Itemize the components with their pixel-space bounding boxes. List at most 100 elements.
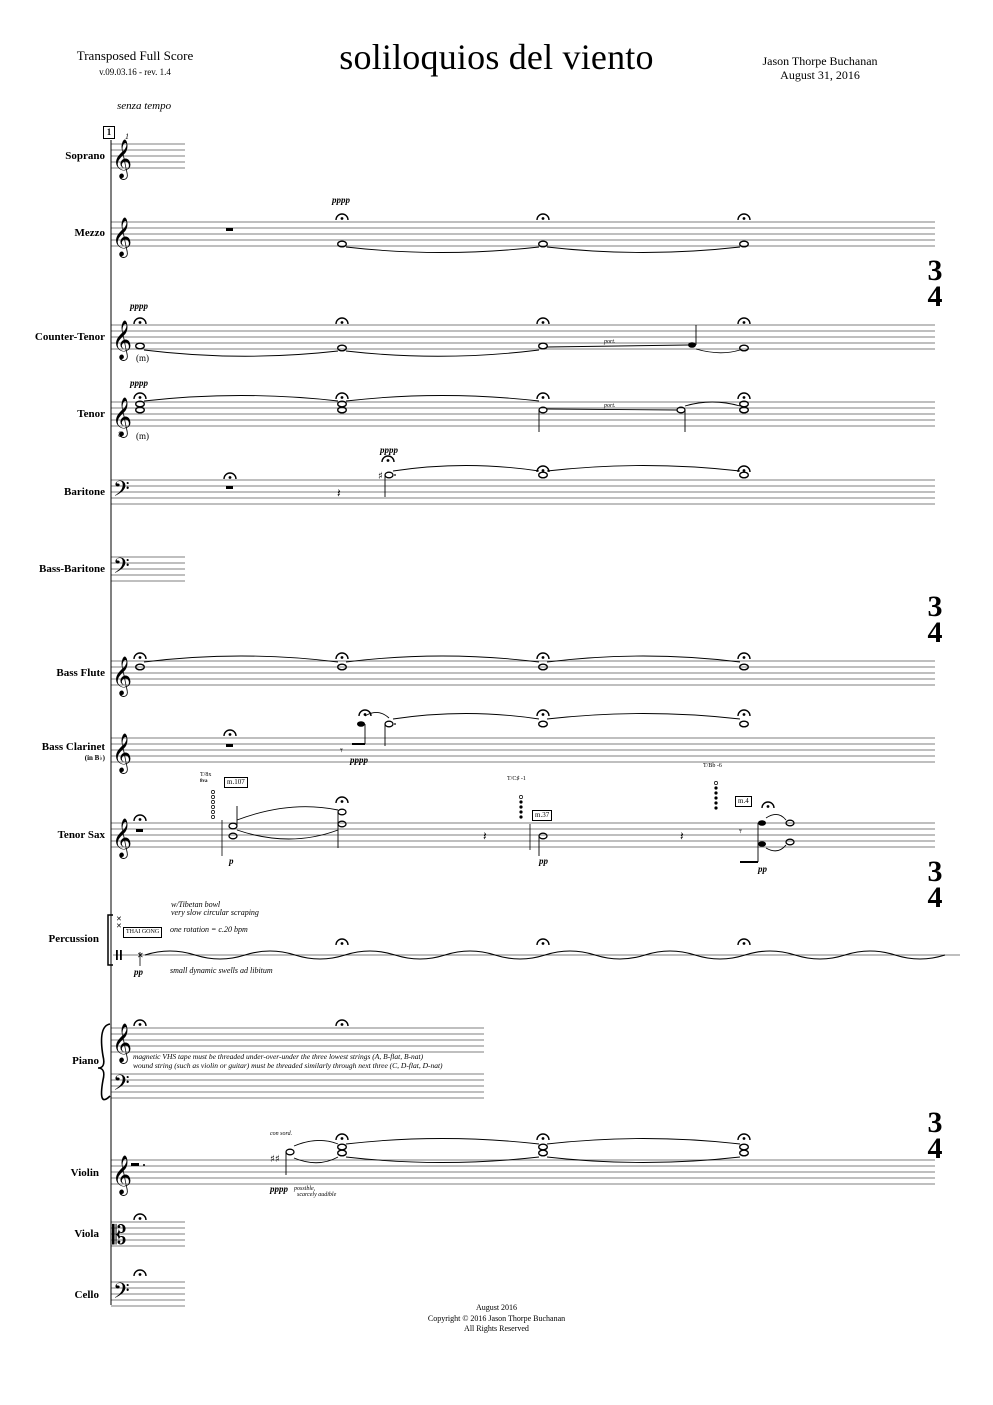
piano-instruction: wound string (such as violin or guitar) … [133, 1061, 443, 1070]
violin-dynamic-text: scarcely audible [297, 1192, 337, 1198]
bass-clef-icon [113, 554, 130, 584]
header-right: Jason Thorpe Buchanan August 31, 2016 [740, 54, 900, 82]
rehearsal-mark: 1 [103, 126, 115, 139]
fermata-icon [737, 213, 751, 221]
staff-mezzo [111, 213, 935, 258]
svg-text:𝄽: 𝄽 [483, 829, 487, 843]
violin-dynamic-text: possible, [294, 1186, 316, 1192]
dynamic-sax: pp [758, 864, 767, 874]
perc-instruction: small dynamic swells ad libitum [170, 966, 273, 975]
instrument-tenor: Tenor [77, 408, 105, 420]
staff-bass-baritone [111, 554, 185, 584]
sax-fingering: T/C♯ -1 [507, 776, 526, 782]
portamento-label: port. [604, 339, 616, 345]
instrument-counter-tenor: Counter-Tenor [34, 331, 105, 343]
version-label: v.09.03.16 - rev. 1.4 [99, 67, 171, 77]
dynamic-tenor: pppp [130, 378, 148, 388]
dynamic-sax: p [229, 856, 234, 866]
svg-text:♯♯: ♯♯ [270, 1154, 280, 1165]
dynamic-counter-tenor: pppp [130, 301, 148, 311]
instrument-bass-baritone: Bass-Baritone [39, 563, 105, 575]
staff-soprano [111, 139, 185, 180]
treble-clef-icon [112, 320, 133, 361]
portamento-label: port. [604, 403, 616, 409]
instrument-soprano: Soprano [65, 150, 105, 162]
soprano-number: 1 [125, 132, 129, 141]
treble-clef-icon [112, 818, 133, 859]
tempo-marking: senza tempo [117, 100, 172, 112]
sax-measure-ref: m.4 [735, 796, 752, 807]
instrument-violin: Violin [70, 1167, 99, 1179]
instrument-cello: Cello [74, 1289, 99, 1301]
staff-tenor: 8 [111, 392, 935, 439]
bass-clef-icon [113, 1071, 130, 1101]
dynamic-percussion: pp [134, 967, 143, 977]
footer-date: August 2016 [475, 1303, 518, 1312]
svg-text:♯: ♯ [378, 471, 383, 482]
bass-clef-icon [113, 477, 130, 507]
mouth-mark: (m) [136, 431, 149, 441]
instrument-viola: Viola [74, 1228, 99, 1240]
sax-measure-ref: m.107 [224, 777, 248, 788]
treble-clef-icon [112, 656, 133, 697]
instrument-bass-clarinet: Bass Clarinet (in B♭) [41, 741, 105, 762]
staff-violin: ♯♯ [111, 1133, 935, 1196]
score-type: Transposed Full Score [76, 48, 194, 63]
instrument-piano: Piano [72, 1055, 99, 1067]
perc-instruction: w/Tibetan bowl [171, 900, 221, 909]
staff-bass-clarinet: 𝄾 [111, 709, 935, 774]
instrument-baritone: Baritone [64, 486, 105, 498]
dynamic-violin: pppp [270, 1184, 288, 1194]
instrument-mezzo: Mezzo [74, 227, 105, 239]
page-title: soliloquios del viento [339, 37, 654, 77]
fermata-icon [335, 213, 349, 221]
staff-bass-flute [111, 652, 935, 697]
svg-text:8: 8 [118, 431, 122, 439]
composer: Jason Thorpe Buchanan [762, 54, 878, 68]
footer-copyright: Copyright © 2016 Jason Thorpe Buchanan [427, 1313, 566, 1323]
sax-fingering: T/8x [200, 772, 212, 778]
treble-clef-icon [112, 1155, 133, 1196]
footer-rights: All Rights Reserved [464, 1324, 529, 1333]
dynamic-sax: pp [539, 856, 548, 866]
instrument-tenor-sax: Tenor Sax [57, 829, 105, 841]
piano-instruction: magnetic VHS tape must be threaded under… [133, 1052, 424, 1061]
treble-clef-icon [112, 1023, 133, 1064]
svg-text:𝄾: 𝄾 [739, 825, 742, 838]
instrument-percussion: Percussion [48, 933, 99, 945]
sax-fingering: T/Bb -6 [703, 763, 722, 769]
staff-counter-tenor [111, 317, 935, 361]
dynamic-baritone: pppp [380, 445, 398, 455]
perc-tempo: one rotation = c.20 bpm [170, 925, 248, 934]
fermata-icon [536, 213, 550, 221]
treble-clef-icon [112, 733, 133, 774]
staff-piano [97, 1019, 484, 1101]
perc-instrument-box: THAI GONG [123, 927, 163, 938]
svg-text:𝄽: 𝄽 [337, 486, 341, 500]
instrument-bass-flute: Bass Flute [56, 667, 105, 679]
composition-date: August 31, 2016 [780, 68, 860, 82]
violin-technique: con sord. [270, 1131, 293, 1137]
staff-baritone: 𝄽 ♯ [111, 455, 935, 507]
dynamic-bass-clarinet: pppp [350, 755, 368, 765]
sax-octave: 8va [200, 779, 208, 784]
treble-clef-icon [112, 217, 133, 258]
sax-measure-ref: m.37 [532, 810, 553, 821]
treble-clef-icon [112, 139, 133, 180]
svg-text:𝄾: 𝄾 [340, 744, 343, 757]
staff-percussion: ✕ ✕ ✕ [107, 914, 960, 966]
svg-text:✕: ✕ [116, 915, 122, 923]
header-left: Transposed Full Score v.09.03.16 - rev. … [60, 48, 210, 77]
alto-clef-icon [112, 1221, 127, 1251]
dynamic-mezzo: pppp [332, 195, 350, 205]
copyright-footer: August 2016 Copyright © 2016 Jason Thorp… [0, 1303, 993, 1335]
svg-text:𝄽: 𝄽 [680, 829, 684, 843]
staff-tenor-sax: 𝄽 𝄽 𝄾 [111, 781, 935, 863]
mouth-mark: (m) [136, 353, 149, 363]
staff-cello [111, 1269, 185, 1309]
